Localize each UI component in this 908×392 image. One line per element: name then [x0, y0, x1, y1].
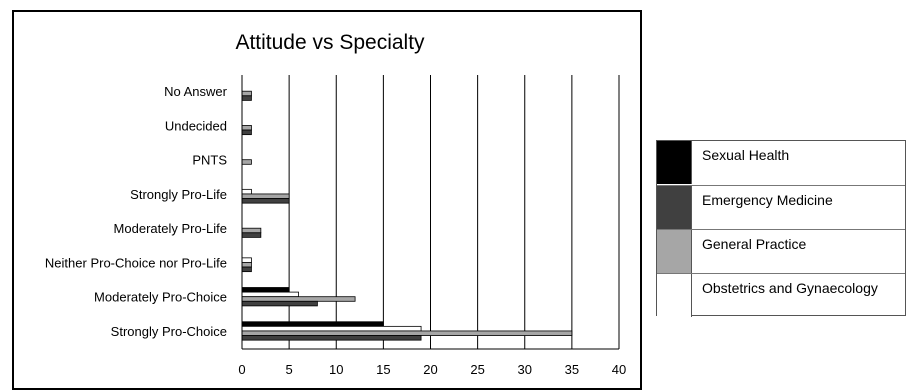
- x-tick-label: 15: [376, 362, 390, 377]
- bar: [242, 331, 572, 336]
- legend-item: General Practice: [657, 229, 905, 273]
- bar: [242, 288, 289, 293]
- bar: [242, 233, 261, 238]
- y-category-label: Moderately Pro-Life: [114, 221, 227, 236]
- bar: [242, 96, 251, 101]
- bar: [242, 258, 251, 263]
- bar: [242, 262, 251, 267]
- bar: [242, 199, 289, 204]
- bar: [242, 292, 299, 297]
- y-category-label: PNTS: [192, 153, 227, 168]
- bar: [242, 125, 251, 130]
- bar: [242, 326, 421, 331]
- chart-title: Attitude vs Specialty: [235, 31, 425, 54]
- x-tick-label: 10: [329, 362, 343, 377]
- bar: [242, 194, 289, 199]
- y-category-label: Strongly Pro-Choice: [111, 324, 227, 339]
- legend-label: General Practice: [702, 236, 806, 252]
- y-category-label: Neither Pro-Choice nor Pro-Life: [45, 255, 227, 270]
- y-category-label: Undecided: [165, 118, 227, 133]
- x-tick-label: 0: [238, 362, 245, 377]
- legend-swatch: [657, 141, 692, 184]
- bar: [242, 228, 261, 233]
- bars: [242, 91, 572, 340]
- legend-swatch: [657, 274, 692, 317]
- bar: [242, 160, 251, 165]
- legend-swatch: [657, 186, 692, 229]
- bar: [242, 301, 317, 306]
- y-category-label: Moderately Pro-Choice: [94, 290, 227, 305]
- legend-swatch: [657, 230, 692, 273]
- chart-area: Attitude vs Specialty 0 5 10 15 20 25 30 35 40 No…: [12, 10, 642, 390]
- legend-item: Sexual Health: [657, 141, 905, 185]
- x-tick-label: 20: [423, 362, 437, 377]
- legend-label: Emergency Medicine: [702, 192, 833, 208]
- bar: [242, 267, 251, 272]
- x-tick-label: 5: [286, 362, 293, 377]
- x-tick-label: 40: [612, 362, 626, 377]
- legend-label: Sexual Health: [702, 147, 789, 163]
- bar: [242, 336, 421, 341]
- gridlines: [242, 75, 619, 349]
- legend-label: Obstetrics and Gynaecology: [702, 280, 878, 296]
- bar: [242, 322, 383, 327]
- legend-item: Obstetrics and Gynaecology: [657, 273, 905, 317]
- legend: Sexual Health Emergency Medicine General P…: [656, 140, 906, 316]
- bar: [242, 130, 251, 135]
- bar: [242, 297, 355, 302]
- y-category-label: Strongly Pro-Life: [130, 187, 227, 202]
- legend-item: Emergency Medicine: [657, 185, 905, 229]
- y-category-label: No Answer: [164, 84, 228, 99]
- bar: [242, 91, 251, 96]
- x-tick-label: 35: [565, 362, 579, 377]
- chart-svg: Attitude vs Specialty 0 5 10 15 20 25 30 35 40 No…: [14, 12, 644, 392]
- bar: [242, 189, 251, 194]
- x-tick-label: 30: [518, 362, 532, 377]
- x-tick-label: 25: [470, 362, 484, 377]
